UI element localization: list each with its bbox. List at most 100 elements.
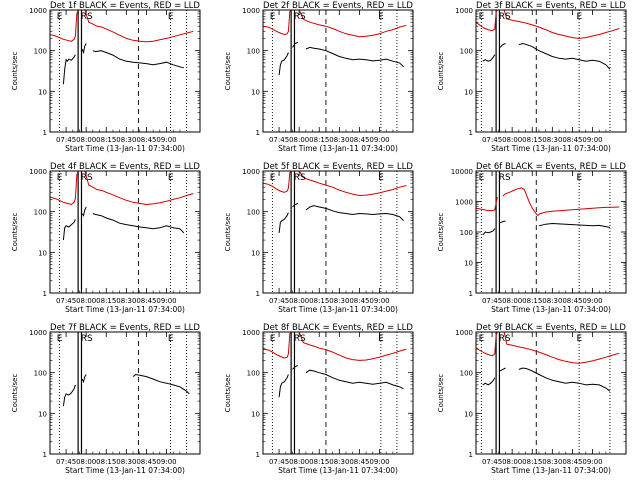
y-tick-label: 10000 [451,168,473,176]
marker-label: E [479,173,485,183]
y-tick-label: 1 [43,451,47,459]
marker-label: E [168,334,174,344]
events-series-line [81,374,87,384]
lld-series-line [84,10,194,43]
x-tick-label: 08:00 [76,136,96,144]
x-tick-label: 08:30 [329,297,349,305]
panel-det-8: Det 8f BLACK = Events, RED = LLD Counts/s… [224,323,414,475]
y-tick-label: 1000 [29,329,47,337]
marker-label: E [270,173,276,183]
y-tick-label: 100 [247,209,260,217]
x-tick-label: 08:15 [96,297,116,305]
x-tick-label: 08:15 [309,458,329,466]
marker-label: RS [499,173,511,183]
y-axis-label: Counts/sec [11,213,19,252]
y-tick-label: 10 [464,260,473,268]
y-tick-label: 100 [34,370,47,378]
x-tick-label: 08:30 [116,136,136,144]
x-tick-label: 07:45 [56,136,76,144]
y-axis-label: Counts/sec [11,52,19,91]
marker-label: RS [499,12,511,22]
marker-label: RS [81,173,93,183]
y-tick-label: 10 [38,410,47,418]
x-tick-label: 09:00 [156,297,176,305]
y-tick-label: 1000 [455,199,473,207]
y-tick-label: 1 [256,451,260,459]
marker-label: E [378,173,384,183]
panel-title: Det 5f BLACK = Events, RED = LLD [263,162,413,172]
y-tick-label: 100 [460,370,473,378]
y-tick-label: 1 [469,290,473,298]
lld-series-line [263,171,292,193]
x-tick-label: 08:15 [309,297,329,305]
plot-area [58,332,190,454]
events-series-line [278,374,289,398]
x-axis-label: Start Time (13-Jan-11 07:34:00) [65,144,185,153]
x-tick-label: 08:00 [502,136,522,144]
plot-frame [262,331,414,455]
plot-area [476,332,620,454]
x-tick-label: 08:30 [542,136,562,144]
y-axis-label: Counts/sec [224,374,232,413]
events-series-line [62,384,76,407]
marker-label: E [168,12,174,22]
panel-title: Det 3f BLACK = Events, RED = LLD [476,1,626,11]
events-series-line [499,43,506,48]
events-series-line [62,219,76,241]
x-tick-label: 08:15 [522,297,542,305]
events-series-line [305,205,404,222]
x-tick-label: 08:45 [349,136,369,144]
x-tick-label: 08:00 [289,458,309,466]
x-tick-label: 08:00 [76,297,96,305]
marker-label: E [576,12,582,22]
x-tick-label: 09:00 [582,458,602,466]
y-tick-label: 10 [464,88,473,96]
events-series-line [499,367,506,372]
x-tick-label: 08:00 [76,458,96,466]
marker-label: RS [294,12,306,22]
x-axis-label: Start Time (13-Jan-11 07:34:00) [278,466,398,475]
panel-det-7: Det 7f BLACK = Events, RED = LLD Counts/s… [11,323,201,475]
plot-area [476,171,620,293]
panel-det-1: Det 1f BLACK = Events, RED = LLD Counts/s… [11,1,201,153]
y-tick-label: 1000 [455,329,473,337]
panel-title: Det 4f BLACK = Events, RED = LLD [50,162,200,172]
plot-area [50,10,194,132]
x-tick-label: 09:00 [369,458,389,466]
x-tick-label: 09:00 [582,136,602,144]
marker-label: E [479,12,485,22]
marker-label: E [57,173,63,183]
x-tick-label: 08:15 [96,136,116,144]
events-series-line [292,202,298,208]
x-tick-label: 08:30 [116,458,136,466]
lld-series-line [50,10,79,42]
x-tick-label: 08:45 [349,458,369,466]
lld-series-line [298,171,407,197]
x-tick-label: 09:00 [369,136,389,144]
x-tick-label: 08:45 [562,458,582,466]
events-series-line [305,369,404,390]
events-series-line [62,54,76,85]
events-series-line [81,206,87,217]
marker-label: E [168,173,174,183]
x-tick-label: 08:15 [522,136,542,144]
x-tick-label: 08:45 [136,297,156,305]
y-axis-label: Counts/sec [437,374,445,413]
x-tick-label: 07:45 [56,458,76,466]
lld-series-line [503,332,620,364]
x-tick-label: 07:45 [482,297,502,305]
plot-area [263,332,407,454]
y-tick-label: 1000 [29,168,47,176]
panel-title: Det 9f BLACK = Events, RED = LLD [476,323,626,333]
x-axis-label: Start Time (13-Jan-11 07:34:00) [278,144,398,153]
panel-det-6: Det 6f BLACK = Events, RED = LLD Counts/s… [437,162,627,314]
events-series-line [278,52,289,76]
y-tick-label: 10 [38,249,47,257]
y-tick-label: 1 [43,290,47,298]
y-tick-label: 1 [43,129,47,137]
x-tick-label: 09:00 [582,297,602,305]
x-tick-label: 08:30 [329,458,349,466]
y-tick-label: 10 [251,88,260,96]
marker-label: E [378,12,384,22]
x-axis-label: Start Time (13-Jan-11 07:34:00) [491,305,611,314]
